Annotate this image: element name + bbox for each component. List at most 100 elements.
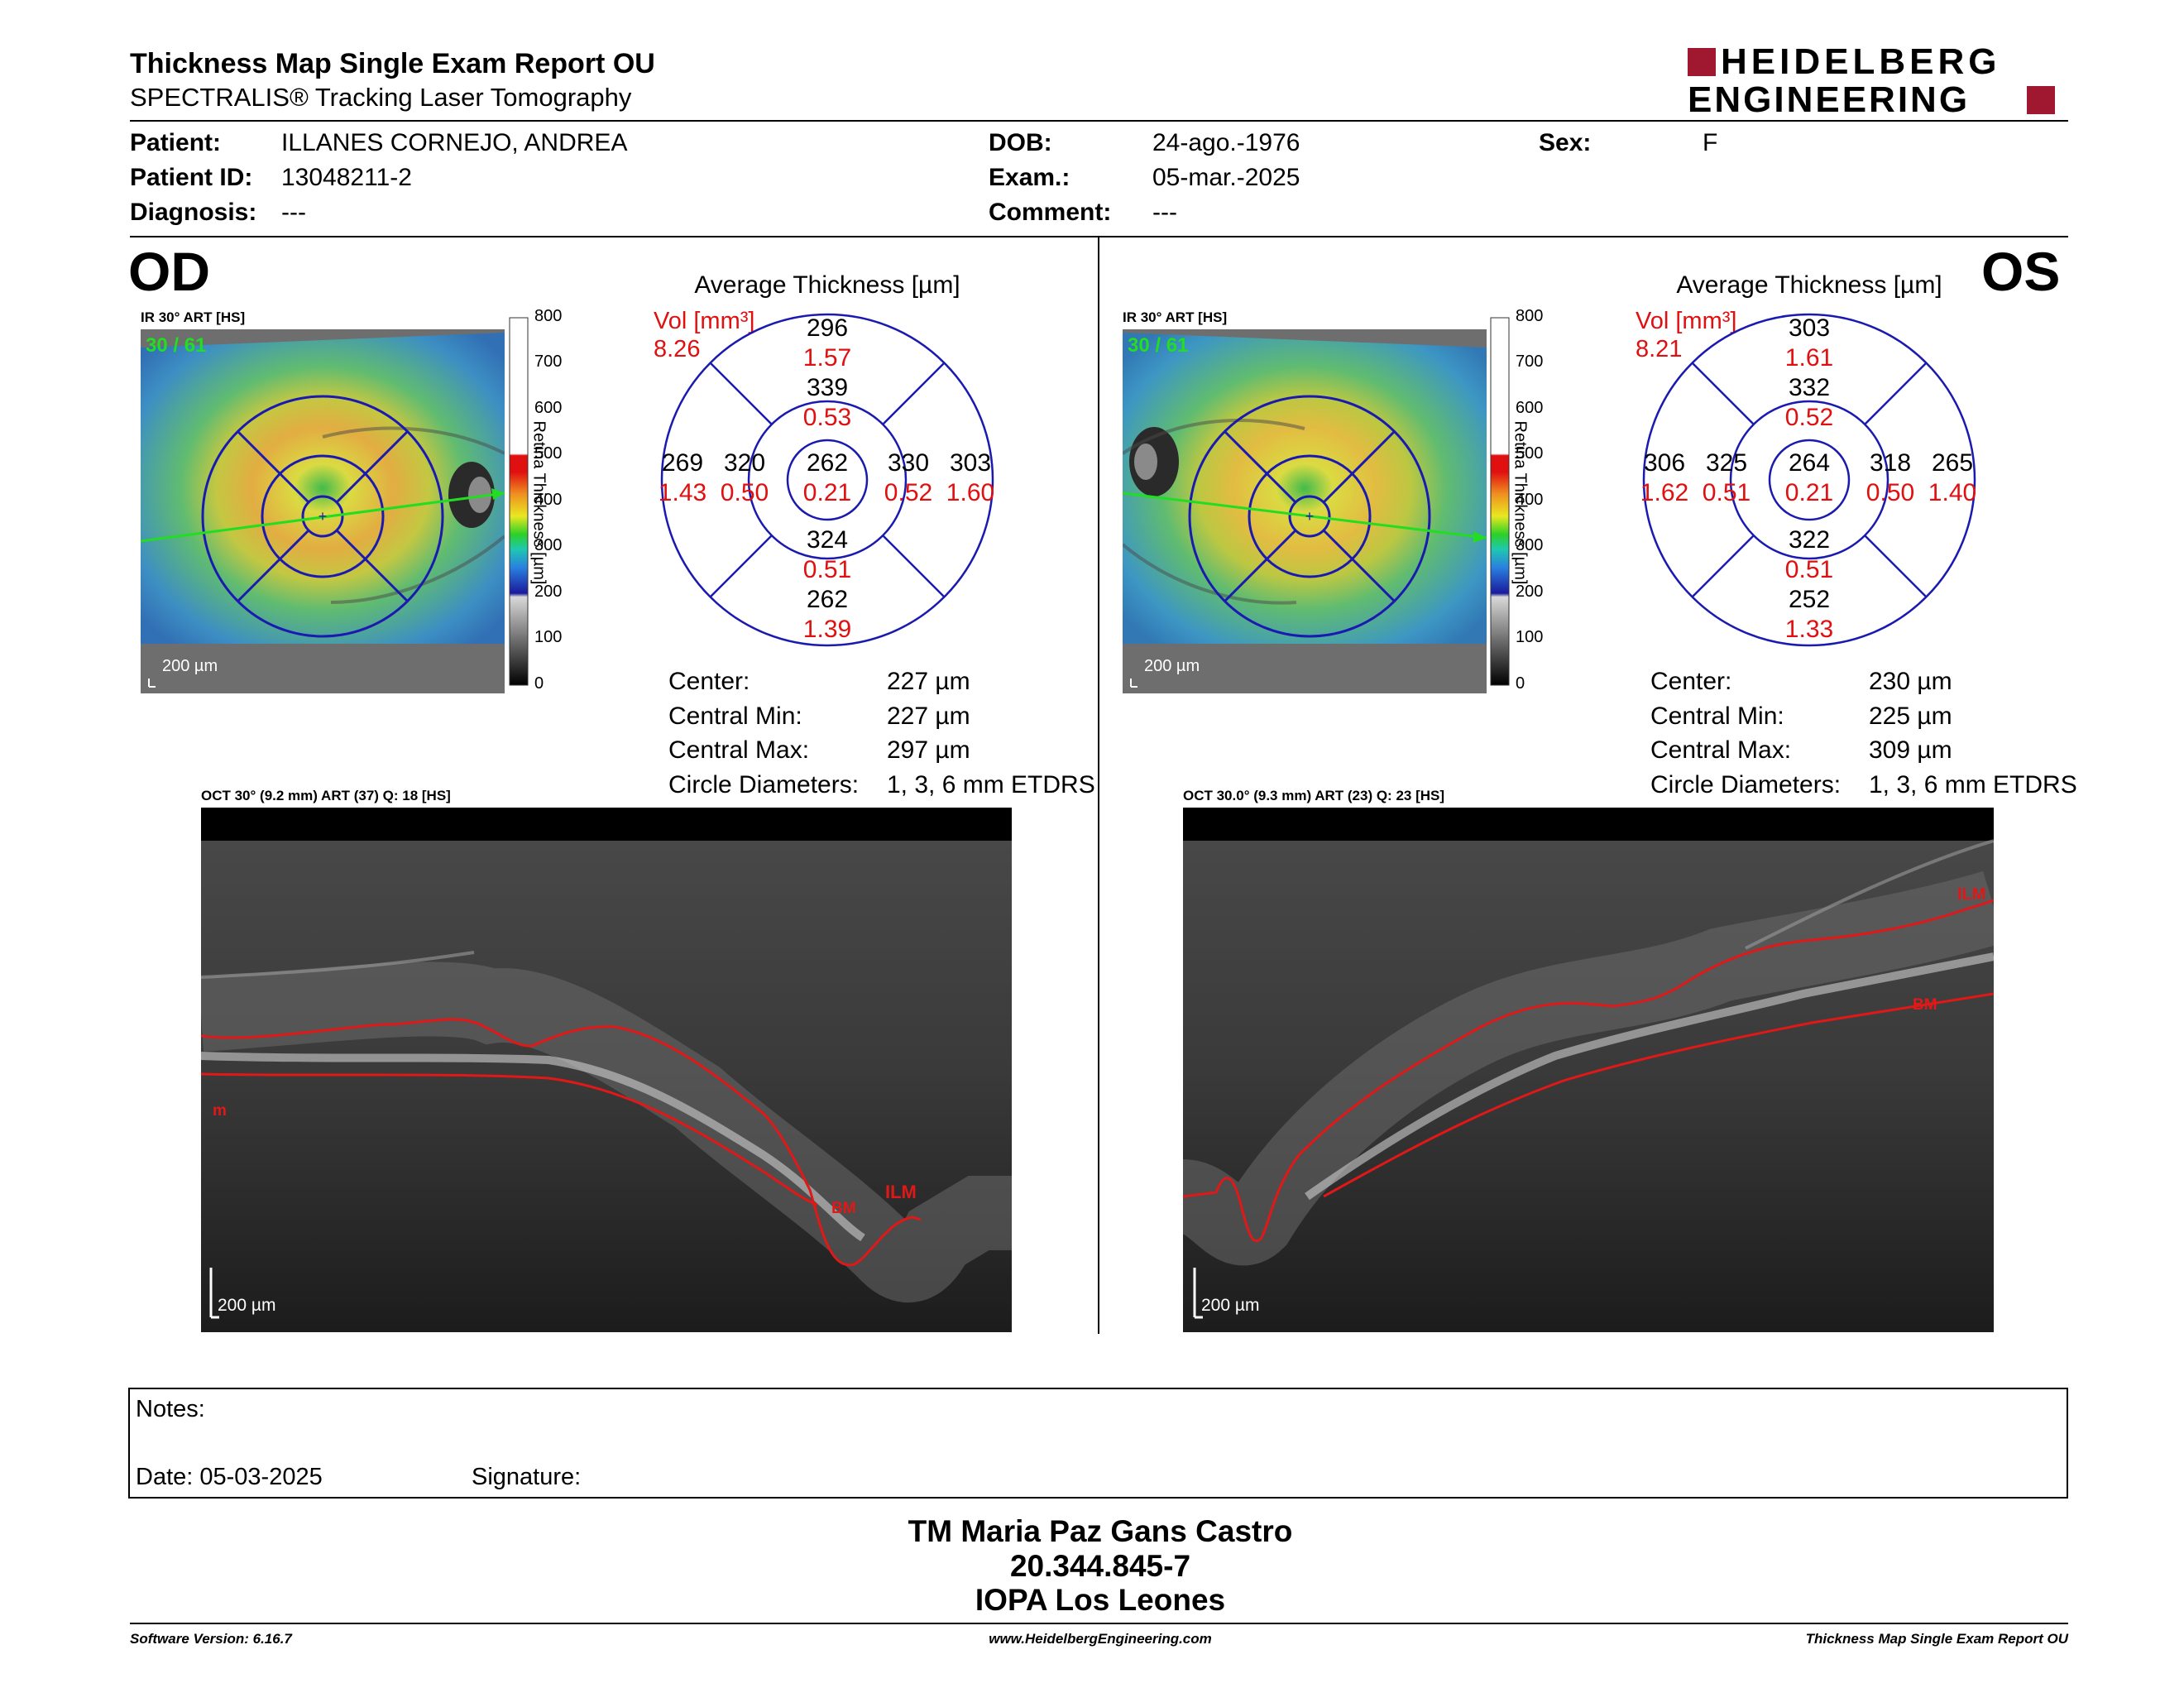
signer-clinic: IOPA Los Leones bbox=[975, 1583, 1226, 1617]
od-colorbar-tick: 300 bbox=[534, 536, 563, 554]
od-layer-m-label: m bbox=[213, 1102, 227, 1120]
os-outer-nasal-volume: 1.62 bbox=[1640, 479, 1689, 506]
os-thickness-title: Average Thickness [µm] bbox=[1676, 271, 1942, 299]
od-outer-temporal-thickness: 269 bbox=[661, 449, 704, 477]
od-central-min-label: Central Min: bbox=[668, 703, 802, 730]
od-colorbar-tick: 0 bbox=[534, 674, 544, 693]
dob-label: DOB: bbox=[989, 129, 1052, 156]
od-inner-inferior-thickness: 324 bbox=[806, 526, 849, 554]
sex-label: Sex: bbox=[1539, 129, 1592, 156]
od-outer-inferior-thickness: 262 bbox=[806, 586, 849, 613]
os-frame-count: 30 / 61 bbox=[1128, 334, 1189, 357]
od-circle-diameters-value: 1, 3, 6 mm ETDRS bbox=[887, 771, 1095, 798]
os-colorbar: 800 700 600 500 400 300 200 100 0 Retina… bbox=[1489, 308, 1588, 692]
od-colorbar-tick: 600 bbox=[534, 399, 563, 417]
os-inner-superior-thickness: 332 bbox=[1788, 374, 1831, 401]
patient-id-value: 13048211-2 bbox=[281, 164, 412, 191]
os-inner-nasal-thickness: 325 bbox=[1705, 449, 1748, 477]
os-outer-superior-thickness: 303 bbox=[1788, 314, 1831, 342]
report-title: Thickness Map Single Exam Report OU bbox=[130, 48, 655, 79]
os-vol-label: Vol [mm³] bbox=[1636, 308, 1737, 334]
os-outer-inferior-volume: 1.33 bbox=[1784, 616, 1834, 643]
od-bm-label: BM bbox=[831, 1200, 856, 1217]
os-colorbar-tick: 500 bbox=[1516, 444, 1544, 463]
od-colorbar-tick: 100 bbox=[534, 628, 563, 646]
od-thickness-title: Average Thickness [µm] bbox=[694, 271, 960, 299]
od-vol-total: 8.26 bbox=[654, 336, 701, 362]
os-outer-temporal-thickness: 265 bbox=[1931, 449, 1974, 477]
od-outer-nasal-volume: 1.60 bbox=[946, 479, 995, 506]
os-colorbar-label: Retina Thickness [µm] bbox=[1511, 420, 1530, 585]
os-center-value: 230 µm bbox=[1869, 668, 1952, 695]
os-outer-inferior-thickness: 252 bbox=[1788, 586, 1831, 613]
od-circle-diameters-label: Circle Diameters: bbox=[668, 771, 860, 798]
os-center-thickness: 264 bbox=[1788, 449, 1831, 477]
od-inner-superior-volume: 0.53 bbox=[802, 404, 852, 431]
od-colorbar-tick: 700 bbox=[534, 352, 563, 371]
od-eye-label: OD bbox=[128, 241, 210, 302]
patient-id-label: Patient ID: bbox=[130, 164, 253, 191]
os-inner-temporal-volume: 0.50 bbox=[1866, 479, 1915, 506]
svg-text:+: + bbox=[318, 508, 328, 525]
os-central-max-value: 309 µm bbox=[1869, 736, 1952, 764]
os-oct-caption: OCT 30.0° (9.3 mm) ART (23) Q: 23 [HS] bbox=[1183, 788, 1445, 803]
os-inner-superior-volume: 0.52 bbox=[1784, 404, 1834, 431]
od-scan-line bbox=[140, 492, 505, 543]
od-outer-nasal-thickness: 303 bbox=[949, 449, 992, 477]
os-center-volume: 0.21 bbox=[1784, 479, 1834, 506]
os-colorbar-tick: 0 bbox=[1516, 674, 1525, 693]
signer-name: TM Maria Paz Gans Castro bbox=[908, 1514, 1293, 1548]
od-inner-nasal-thickness: 330 bbox=[887, 449, 930, 477]
date-label: Date: 05-03-2025 bbox=[136, 1464, 323, 1490]
od-inner-superior-thickness: 339 bbox=[806, 374, 849, 401]
header-divider bbox=[130, 120, 2068, 122]
od-etdrs-grid: 296 1.57 339 0.53 262 0.21 324 0.51 262 … bbox=[658, 310, 997, 650]
os-colorbar-tick: 400 bbox=[1516, 491, 1544, 509]
od-colorbar-tick: 500 bbox=[534, 444, 563, 463]
od-colorbar-tick: 200 bbox=[534, 583, 563, 601]
signature-label: Signature: bbox=[472, 1464, 582, 1490]
od-inner-temporal-thickness: 320 bbox=[723, 449, 766, 477]
os-vol-total: 8.21 bbox=[1636, 336, 1683, 362]
od-center-volume: 0.21 bbox=[802, 479, 852, 506]
od-map-scale: 200 µm bbox=[162, 657, 218, 675]
os-oct-scale: 200 µm bbox=[1201, 1296, 1260, 1315]
os-center-label: Center: bbox=[1650, 668, 1732, 695]
od-vol-label: Vol [mm³] bbox=[654, 308, 755, 334]
od-ir-caption: IR 30° ART [HS] bbox=[141, 309, 246, 325]
footer-divider bbox=[130, 1623, 2068, 1624]
od-outer-superior-volume: 1.57 bbox=[802, 344, 852, 372]
od-colorbar-tick: 800 bbox=[534, 307, 563, 325]
os-inner-temporal-thickness: 318 bbox=[1869, 449, 1912, 477]
diagnosis-label: Diagnosis: bbox=[130, 199, 257, 226]
heidelberg-logo: HEIDELBERG ENGINEERING bbox=[1688, 43, 2068, 119]
comment-label: Comment: bbox=[989, 199, 1112, 226]
od-oct-scale: 200 µm bbox=[218, 1296, 276, 1315]
brand-line2: ENGINEERING bbox=[1688, 79, 1971, 120]
os-colorbar-tick: 800 bbox=[1516, 307, 1544, 325]
od-colorbar-tick: 400 bbox=[534, 491, 563, 509]
os-inner-inferior-volume: 0.51 bbox=[1784, 556, 1834, 583]
brand-line1: HEIDELBERG bbox=[1721, 41, 2001, 82]
od-ilm-label: ILM bbox=[885, 1182, 917, 1202]
os-thickness-map: + 30 / 61 200 µm bbox=[1121, 329, 1487, 693]
od-inner-nasal-volume: 0.52 bbox=[884, 479, 933, 506]
os-oct-bscan: 200 µm ILM BM bbox=[1178, 808, 2004, 1332]
od-colorbar-label: Retina Thickness [µm] bbox=[529, 420, 548, 585]
website-link[interactable]: www.HeidelbergEngineering.com bbox=[989, 1631, 1212, 1647]
od-center-value: 227 µm bbox=[887, 668, 970, 695]
od-outer-inferior-volume: 1.39 bbox=[802, 616, 852, 643]
od-inner-inferior-volume: 0.51 bbox=[802, 556, 852, 583]
os-scan-line bbox=[1122, 492, 1487, 539]
od-oct-caption: OCT 30° (9.2 mm) ART (37) Q: 18 [HS] bbox=[201, 788, 451, 803]
os-central-max-label: Central Max: bbox=[1650, 736, 1792, 764]
os-outer-temporal-volume: 1.40 bbox=[1928, 479, 1977, 506]
software-version: Software Version: 6.16.7 bbox=[130, 1631, 292, 1647]
od-oct-bscan: 200 µm ILM BM m bbox=[199, 808, 1012, 1332]
od-outer-superior-thickness: 296 bbox=[806, 314, 849, 342]
os-colorbar-tick: 300 bbox=[1516, 536, 1544, 554]
eye-divider bbox=[1098, 237, 1099, 1334]
comment-value: --- bbox=[1152, 199, 1177, 226]
od-colorbar: 800 700 600 500 400 300 200 100 0 Retina… bbox=[508, 308, 607, 692]
notes-box: Notes: Date: 05-03-2025 Signature: bbox=[128, 1388, 2068, 1499]
